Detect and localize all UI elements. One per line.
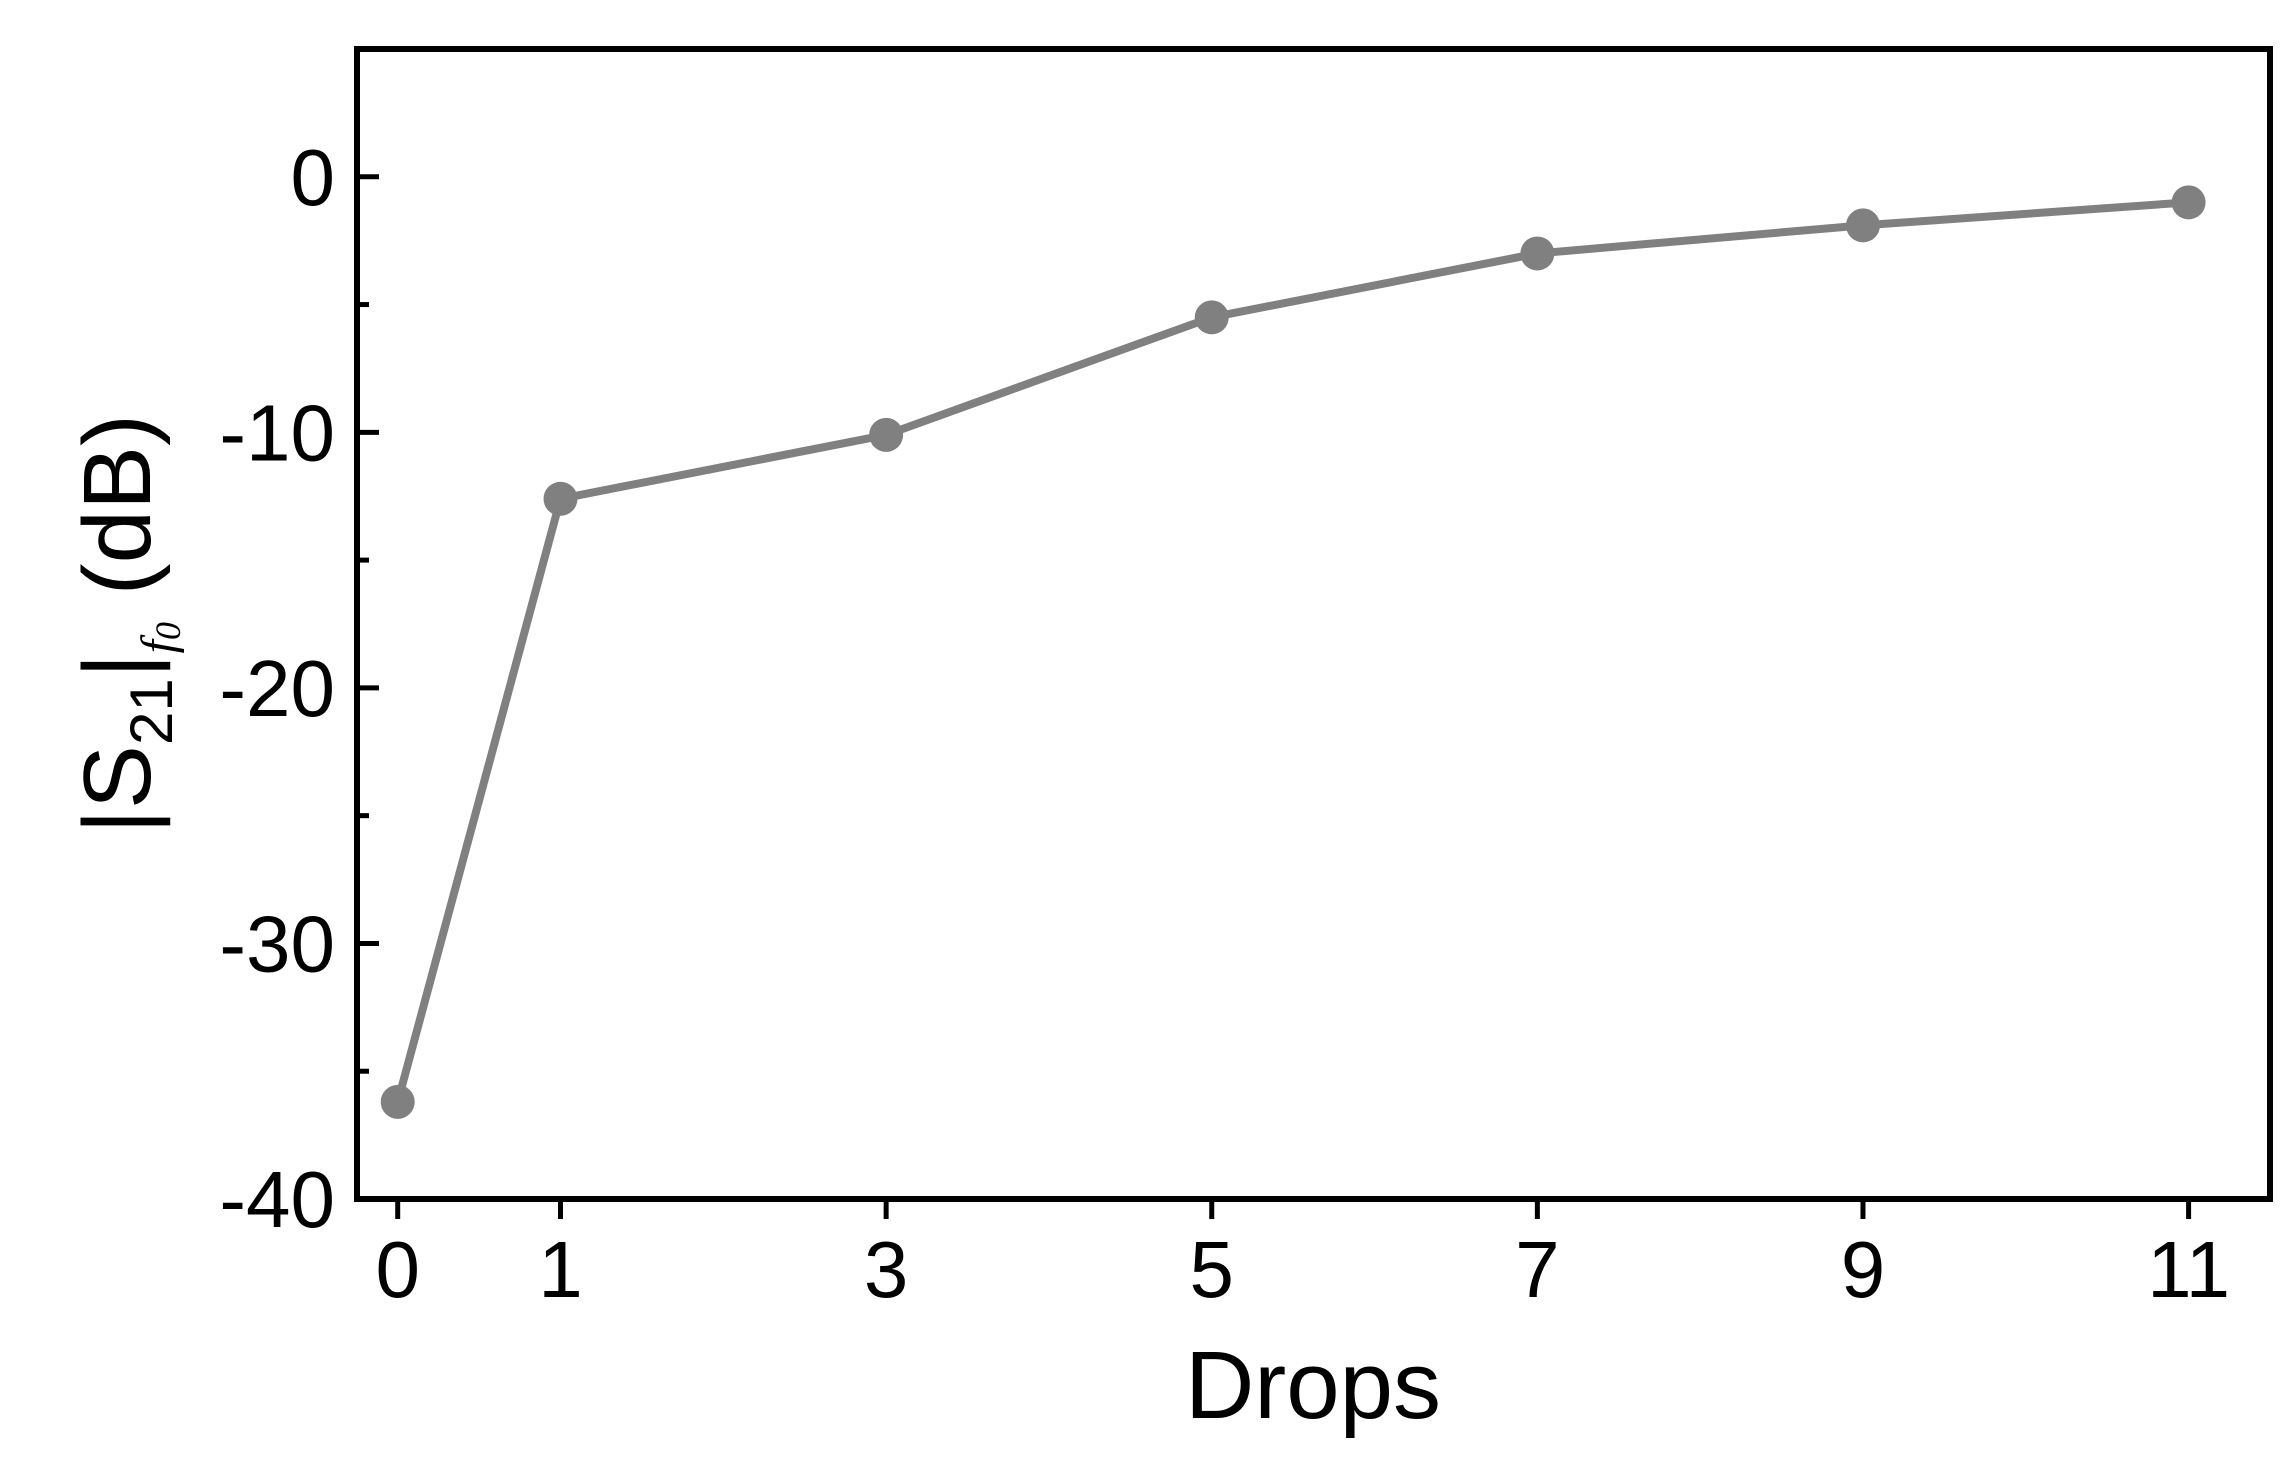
series-group	[380, 185, 2206, 1119]
x-tick-label: 0	[375, 1225, 420, 1314]
y-tick-label: -40	[219, 1155, 335, 1244]
y-axis-title: |S21|f0 (dB)	[64, 414, 188, 834]
y-tick-label: 0	[291, 133, 336, 222]
y-axis-title-f-sub: 0	[148, 622, 188, 640]
x-axis-title: Drops	[1185, 1332, 1441, 1439]
y-axis-title-bar-right: |	[64, 653, 171, 678]
y-axis-title-s: S	[64, 745, 171, 809]
data-point	[1520, 236, 1555, 271]
x-tick-label: 5	[1189, 1225, 1234, 1314]
y-tick-label: -30	[219, 899, 335, 988]
data-point	[869, 417, 904, 452]
y-axis-title-unit: (dB)	[64, 414, 171, 622]
x-tick-label: 3	[864, 1225, 909, 1314]
plot-frame	[354, 46, 2273, 1202]
x-tick-label: 7	[1515, 1225, 1560, 1314]
data-point	[1845, 208, 1880, 243]
x-tick-label: 1	[538, 1225, 583, 1314]
y-tick-label: -20	[219, 644, 335, 733]
data-point	[2171, 185, 2206, 220]
y-axis-ticks: 0 -10 -20 -30 -40	[219, 133, 379, 1244]
y-axis-title-bar-left: |	[64, 809, 171, 834]
data-point	[1194, 300, 1229, 335]
series-line	[393, 198, 2189, 1103]
x-axis-ticks: 0 1 3 5 7 9 11	[375, 1199, 2230, 1314]
x-tick-label: 11	[2147, 1225, 2230, 1314]
y-tick-label: -10	[219, 388, 335, 477]
data-point	[380, 1084, 415, 1119]
data-point	[543, 481, 578, 516]
x-tick-label: 9	[1841, 1225, 1886, 1314]
y-axis-title-s-sub: 21	[118, 678, 185, 745]
